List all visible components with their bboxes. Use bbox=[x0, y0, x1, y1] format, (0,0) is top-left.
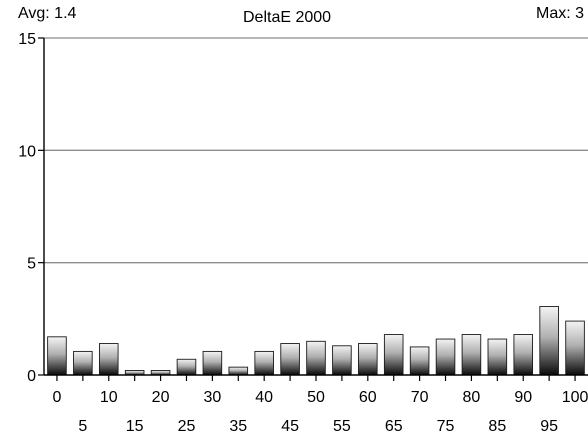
x-tick-label-5: 5 bbox=[78, 418, 87, 435]
x-tick-label-15: 15 bbox=[126, 418, 144, 435]
x-tick-label-100: 100 bbox=[562, 389, 588, 406]
grid-lines bbox=[44, 37, 588, 264]
bar-95 bbox=[539, 306, 559, 376]
x-tick-label-75: 75 bbox=[437, 418, 455, 435]
max-label: Max: 3 bbox=[535, 5, 584, 22]
bar-0 bbox=[47, 336, 67, 376]
x-tick-label-80: 80 bbox=[463, 389, 481, 406]
x-tick-label-95: 95 bbox=[540, 418, 558, 435]
bar-25 bbox=[176, 358, 197, 376]
bar-85 bbox=[487, 338, 508, 376]
bar-35 bbox=[228, 366, 249, 376]
bar-10 bbox=[98, 343, 119, 376]
chart-title: DeltaE 2000 bbox=[243, 9, 332, 26]
x-tick-label-10: 10 bbox=[100, 389, 118, 406]
bar-100 bbox=[565, 320, 585, 376]
bar-80 bbox=[461, 334, 482, 376]
bar-50 bbox=[306, 340, 326, 376]
x-tick-label-35: 35 bbox=[229, 418, 247, 435]
bars bbox=[47, 306, 585, 376]
bar-45 bbox=[280, 343, 300, 376]
x-tick-label-55: 55 bbox=[333, 418, 351, 435]
x-tick-label-50: 50 bbox=[307, 389, 325, 406]
axes bbox=[38, 37, 588, 381]
x-tick-label-65: 65 bbox=[385, 418, 403, 435]
x-tick-label-60: 60 bbox=[359, 389, 377, 406]
y-tick-label-10: 10 bbox=[18, 143, 36, 160]
y-tick-label-5: 5 bbox=[27, 256, 36, 273]
x-tick-label-90: 90 bbox=[514, 389, 532, 406]
bar-70 bbox=[409, 346, 430, 376]
x-tick-label-30: 30 bbox=[203, 389, 221, 406]
bar-40 bbox=[254, 350, 274, 376]
y-tick-label-15: 15 bbox=[18, 31, 36, 48]
average-label: Avg: 1.4 bbox=[18, 5, 77, 22]
x-tick-label-0: 0 bbox=[52, 389, 61, 406]
bar-60 bbox=[358, 343, 378, 376]
bar-55 bbox=[332, 345, 352, 376]
bar-65 bbox=[383, 334, 404, 376]
tick-labels: 0510150510152025303540455055606570758085… bbox=[18, 31, 588, 435]
bar-75 bbox=[435, 338, 456, 376]
x-tick-label-20: 20 bbox=[152, 389, 170, 406]
x-tick-label-85: 85 bbox=[488, 418, 506, 435]
x-tick-label-25: 25 bbox=[178, 418, 196, 435]
bar-30 bbox=[202, 350, 223, 376]
x-tick-label-70: 70 bbox=[411, 389, 429, 406]
y-tick-label-0: 0 bbox=[27, 368, 36, 385]
x-tick-label-45: 45 bbox=[281, 418, 299, 435]
bar-90 bbox=[513, 334, 534, 376]
bar-5 bbox=[73, 350, 93, 376]
x-tick-label-40: 40 bbox=[255, 389, 273, 406]
